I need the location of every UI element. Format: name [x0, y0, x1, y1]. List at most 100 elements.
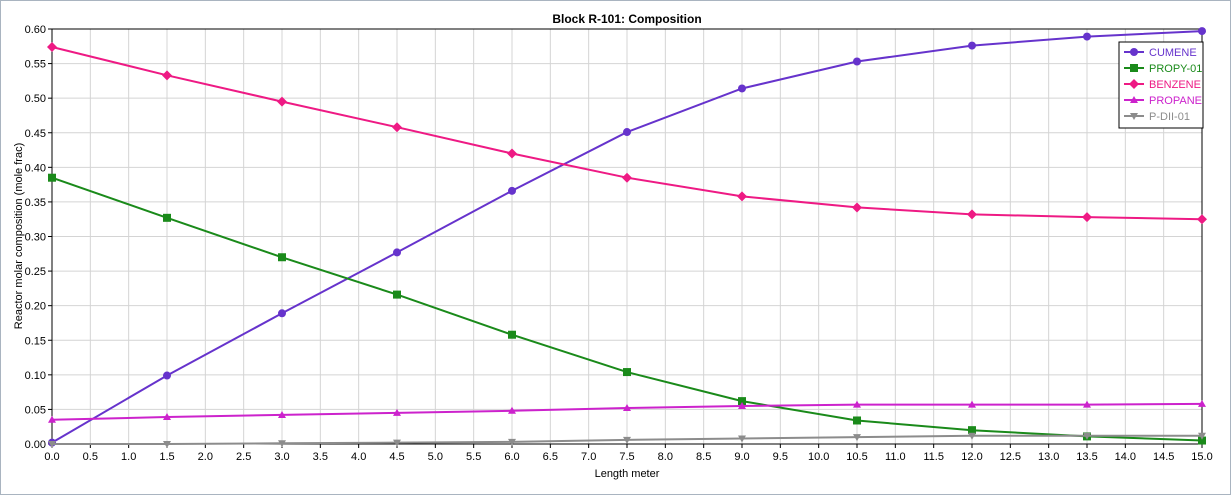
data-point-cumene — [623, 128, 631, 137]
data-point-propy-01 — [163, 213, 171, 222]
legend-marker — [1130, 64, 1138, 72]
legend: CUMENE PROPY-01 BENZENE PROPANE P-DII-01 — [1118, 41, 1204, 129]
data-point-propy-01 — [1198, 436, 1206, 445]
data-point-cumene — [1198, 27, 1206, 36]
data-point-p-dii-01 — [968, 432, 976, 440]
data-point-cumene — [163, 371, 171, 380]
x-tick-label: 9.0 — [734, 451, 749, 463]
data-point-p-dii-01 — [1198, 432, 1206, 440]
y-tick-label: 0.55 — [25, 59, 46, 71]
data-point-cumene — [278, 309, 286, 318]
y-tick-label: 0.15 — [25, 335, 46, 347]
data-point-cumene — [968, 41, 976, 50]
x-tick-label: 12.0 — [961, 451, 982, 463]
x-tick-label: 7.5 — [619, 451, 634, 463]
data-point-p-dii-01 — [48, 441, 56, 448]
data-point-propy-01 — [393, 290, 401, 299]
legend-marker — [1130, 96, 1138, 103]
y-tick-label: 0.00 — [25, 439, 46, 451]
data-point-cumene — [1083, 32, 1091, 41]
x-tick-label: 6.5 — [543, 451, 558, 463]
data-point-propy-01 — [968, 426, 976, 435]
legend-label: PROPY-01 — [1149, 63, 1202, 75]
series-benzene — [47, 41, 1207, 225]
y-tick-label: 0.25 — [25, 266, 46, 278]
data-point-p-dii-01 — [738, 435, 746, 443]
x-tick-label: 7.0 — [581, 451, 596, 463]
legend-label: CUMENE — [1149, 47, 1197, 59]
x-tick-label: 11.0 — [885, 451, 906, 463]
data-point-cumene — [393, 248, 401, 257]
data-point-benzene — [392, 122, 402, 133]
data-point-propane — [853, 400, 861, 408]
data-point-propy-01 — [853, 416, 861, 425]
data-point-p-dii-01 — [853, 434, 861, 442]
data-point-benzene — [852, 202, 862, 213]
data-point-propane — [278, 410, 286, 418]
data-point-benzene — [47, 41, 57, 52]
y-tick-label: 0.50 — [25, 93, 46, 105]
legend-item-propy-01: PROPY-01 — [1124, 63, 1202, 75]
x-tick-label: 1.5 — [159, 451, 174, 463]
y-tick-label: 0.20 — [25, 301, 46, 313]
data-point-p-dii-01 — [623, 436, 631, 444]
x-tick-label: 14.5 — [1153, 451, 1174, 463]
legend-marker — [1130, 113, 1138, 120]
x-tick-label: 5.5 — [466, 451, 481, 463]
x-tick-label: 3.5 — [313, 451, 328, 463]
data-point-propane — [968, 400, 976, 408]
x-tick-label: 11.5 — [923, 451, 944, 463]
data-point-benzene — [1197, 214, 1207, 225]
data-point-propane — [623, 404, 631, 412]
data-point-benzene — [622, 172, 632, 183]
data-point-benzene — [967, 209, 977, 220]
x-tick-label: 0.5 — [83, 451, 98, 463]
legend-label: P-DII-01 — [1149, 111, 1190, 123]
x-tick-label: 13.0 — [1038, 451, 1059, 463]
data-point-benzene — [162, 70, 172, 81]
plot-area-border — [51, 28, 1203, 445]
data-point-propane — [48, 415, 56, 423]
legend-label: PROPANE — [1149, 95, 1202, 107]
x-tick-label: 2.0 — [198, 451, 213, 463]
x-axis-title: Length meter — [595, 468, 660, 480]
x-tick-label: 15.0 — [1191, 451, 1212, 463]
x-tick-label: 1.0 — [121, 451, 136, 463]
data-point-cumene — [508, 186, 516, 195]
series-lines — [47, 27, 1207, 448]
legend-item-p-dii-01: P-DII-01 — [1124, 111, 1190, 123]
data-point-p-dii-01 — [163, 441, 171, 448]
y-tick-label: 0.10 — [25, 370, 46, 382]
y-tick-labels: 0.00 0.05 0.10 0.15 0.20 0.25 0.30 0.35 0.40 0.45… — [25, 24, 46, 451]
data-point-propy-01 — [738, 397, 746, 406]
data-point-propane — [738, 401, 746, 409]
y-tick-label: 0.40 — [25, 162, 46, 174]
x-tick-label: 12.5 — [1000, 451, 1021, 463]
x-tick-label: 8.0 — [658, 451, 673, 463]
x-tick-label: 3.0 — [274, 451, 289, 463]
x-tick-label: 2.5 — [236, 451, 251, 463]
data-point-cumene — [738, 84, 746, 93]
y-axis-title: Reactor molar composition (mole frac) — [13, 143, 25, 329]
y-tick-label: 0.45 — [25, 128, 46, 140]
x-tick-label: 6.0 — [504, 451, 519, 463]
x-tick-label: 5.0 — [428, 451, 443, 463]
data-point-benzene — [737, 191, 747, 202]
data-point-benzene — [277, 96, 287, 107]
series-propane — [48, 399, 1206, 423]
data-point-propane — [393, 408, 401, 416]
legend-item-cumene: CUMENE — [1124, 47, 1197, 59]
legend-item-propane: PROPANE — [1124, 95, 1202, 107]
y-tick-label: 0.30 — [25, 232, 46, 244]
legend-item-benzene: BENZENE — [1124, 79, 1201, 91]
data-point-propane — [508, 406, 516, 414]
data-point-propane — [1198, 399, 1206, 407]
grid-lines — [51, 28, 1203, 445]
x-tick-label: 9.5 — [773, 451, 788, 463]
data-point-benzene — [507, 148, 517, 159]
data-point-propy-01 — [623, 368, 631, 377]
data-point-p-dii-01 — [393, 439, 401, 447]
x-tick-label: 14.0 — [1115, 451, 1136, 463]
x-tick-label: 8.5 — [696, 451, 711, 463]
